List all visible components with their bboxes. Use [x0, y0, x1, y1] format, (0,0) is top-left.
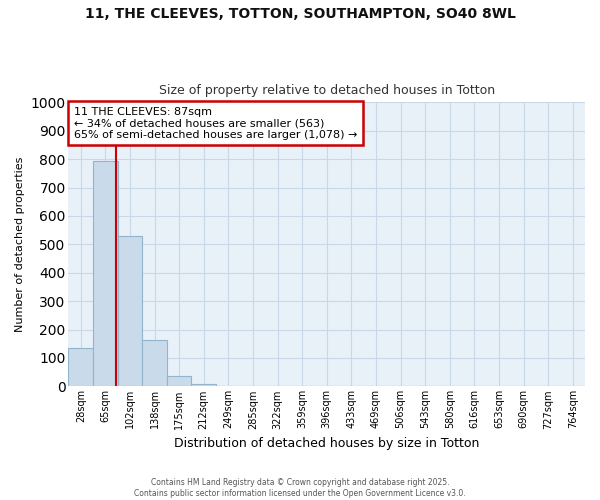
Text: 11 THE CLEEVES: 87sqm
← 34% of detached houses are smaller (563)
65% of semi-det: 11 THE CLEEVES: 87sqm ← 34% of detached …: [74, 106, 357, 140]
Text: Contains HM Land Registry data © Crown copyright and database right 2025.
Contai: Contains HM Land Registry data © Crown c…: [134, 478, 466, 498]
Text: 11, THE CLEEVES, TOTTON, SOUTHAMPTON, SO40 8WL: 11, THE CLEEVES, TOTTON, SOUTHAMPTON, SO…: [85, 8, 515, 22]
Bar: [191, 384, 216, 386]
X-axis label: Distribution of detached houses by size in Totton: Distribution of detached houses by size …: [174, 437, 479, 450]
Y-axis label: Number of detached properties: Number of detached properties: [15, 156, 25, 332]
Bar: [93, 160, 118, 386]
Bar: [142, 340, 167, 386]
Bar: [68, 348, 93, 387]
Bar: [118, 236, 142, 386]
Bar: [167, 376, 191, 386]
Title: Size of property relative to detached houses in Totton: Size of property relative to detached ho…: [158, 84, 495, 97]
